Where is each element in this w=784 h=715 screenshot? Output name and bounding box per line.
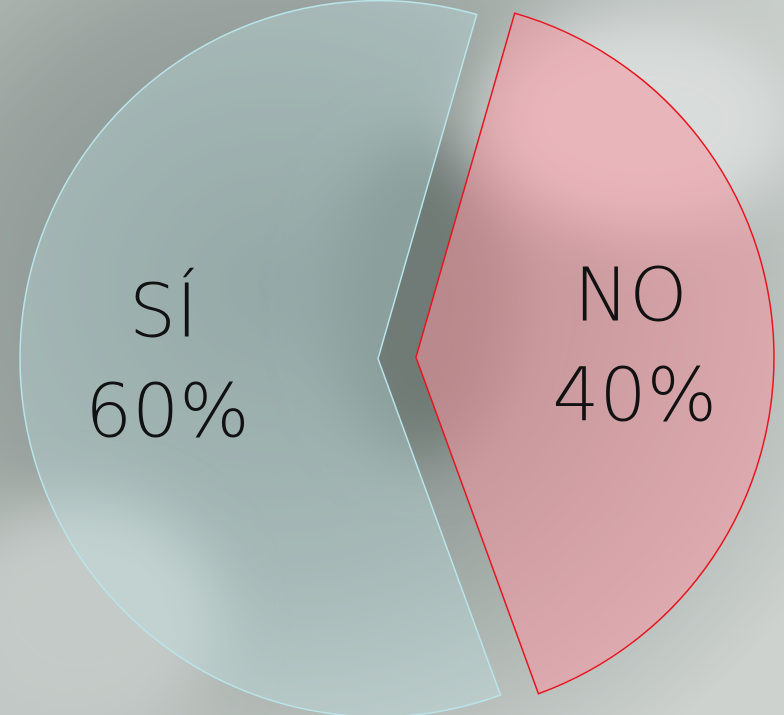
- pie-slice: [19, 0, 502, 715]
- slice-category: SÍ: [129, 267, 198, 355]
- pie-slice: [415, 12, 775, 695]
- slice-category: NO: [574, 252, 688, 338]
- slice-value-label: 60%: [85, 369, 249, 455]
- slice-value-label: 40%: [552, 352, 716, 438]
